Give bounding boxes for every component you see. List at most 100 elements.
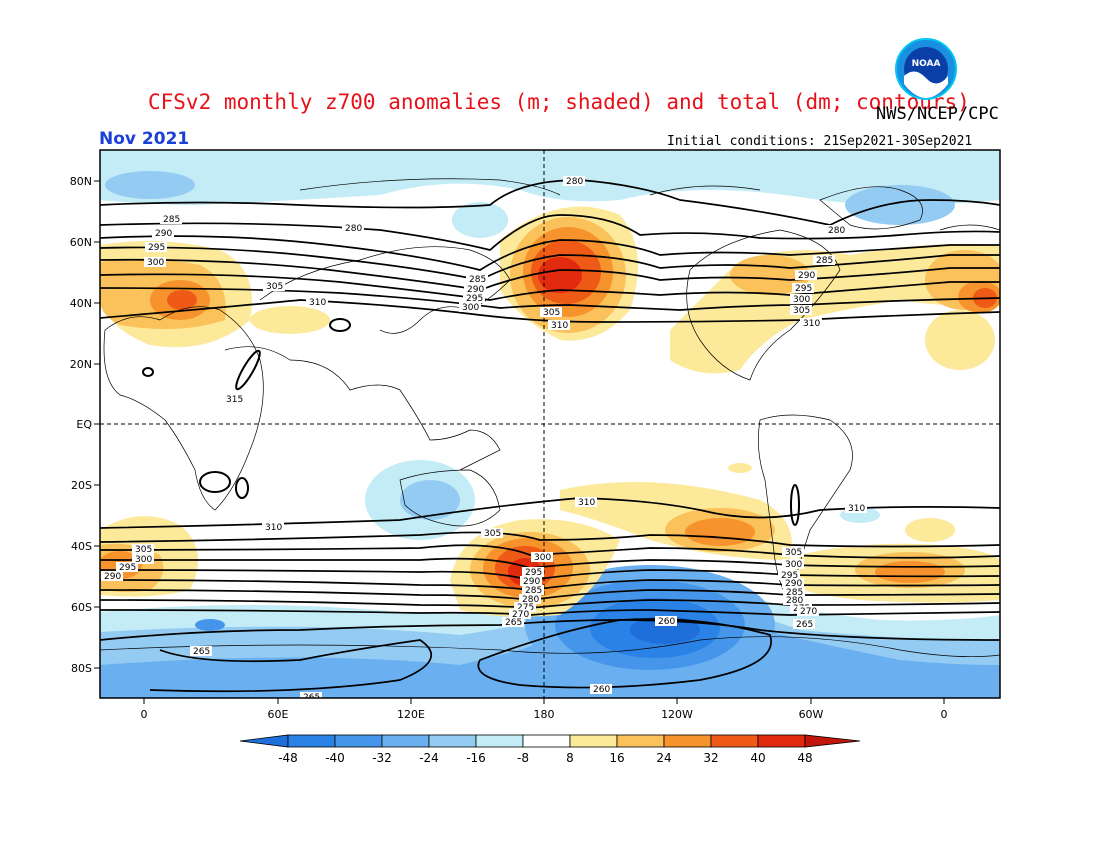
svg-text:310: 310 <box>265 523 282 533</box>
contour-label-260: 260 <box>590 684 612 695</box>
colorbar-tick-label: 48 <box>797 751 812 765</box>
colorbar-tick-label: -8 <box>517 751 529 765</box>
contour-label-285: 285 <box>813 255 835 266</box>
contour-label-270: 270 <box>509 609 531 620</box>
svg-text:265: 265 <box>505 618 522 628</box>
contour-label-305: 305 <box>540 307 562 318</box>
svg-text:310: 310 <box>309 298 326 308</box>
contour-label-285: 285 <box>522 585 544 596</box>
svg-text:310: 310 <box>578 498 595 508</box>
lon-label-60e: 60E <box>268 708 289 721</box>
contour-label-280: 280 <box>519 594 541 605</box>
colorbar-tick-label: -24 <box>419 751 439 765</box>
colorbar-swatch <box>522 734 571 748</box>
svg-text:290: 290 <box>523 577 540 587</box>
lon-label-120w: 120W <box>661 708 693 721</box>
colorbar-swatch <box>428 734 477 748</box>
svg-text:290: 290 <box>155 229 172 239</box>
longitude-ticks <box>143 698 945 704</box>
svg-text:260: 260 <box>658 617 675 627</box>
lakes <box>142 318 800 526</box>
colorbar-tick-label: -16 <box>466 751 486 765</box>
nh-positive-anomaly <box>100 206 1000 374</box>
contour-label-285: 285 <box>466 274 488 285</box>
colorbar-arrow-high <box>804 734 861 748</box>
svg-text:280: 280 <box>566 177 583 187</box>
latitude-labels: 80N 60N 40N 20N EQ 20S 40S 60S 80S <box>70 175 93 675</box>
svg-text:305: 305 <box>793 306 810 316</box>
svg-text:295: 295 <box>119 563 136 573</box>
colorbar-swatch <box>710 734 759 748</box>
colorbar-swatch <box>475 734 524 748</box>
colorbar-swatch <box>757 734 806 748</box>
svg-text:280: 280 <box>345 224 362 234</box>
colorbar-tick-label: -48 <box>278 751 298 765</box>
colorbar-swatch <box>334 734 383 748</box>
svg-text:290: 290 <box>467 285 484 295</box>
lat-label-60n: 60N <box>70 236 92 249</box>
contour-label-295: 295 <box>116 562 138 573</box>
svg-text:265: 265 <box>796 620 813 630</box>
contour-label-300: 300 <box>132 554 154 565</box>
contour-label-310: 310 <box>575 497 597 508</box>
contour-label-310: 310 <box>262 522 284 533</box>
contour-label-280: 280 <box>783 595 805 606</box>
contour-label-280: 280 <box>825 225 847 236</box>
contour-label-310: 310 <box>800 318 822 329</box>
svg-text:280: 280 <box>828 226 845 236</box>
svg-text:290: 290 <box>104 572 121 582</box>
contour-label-305: 305 <box>263 281 285 292</box>
svg-text:295: 295 <box>466 294 483 304</box>
contour-label-290: 290 <box>152 228 174 239</box>
contour-label-265: 265 <box>300 692 322 703</box>
svg-text:290: 290 <box>798 271 815 281</box>
svg-text:270: 270 <box>800 607 817 617</box>
contour-label-300: 300 <box>144 257 166 268</box>
svg-text:305: 305 <box>484 529 501 539</box>
contour-label-285: 285 <box>160 214 182 225</box>
contour-labels: 280 280 280 285 290 295 300 305 310 285 … <box>101 176 867 703</box>
contour-label-265: 265 <box>502 617 524 628</box>
agency-label: NWS/NCEP/CPC <box>876 104 999 124</box>
svg-text:265: 265 <box>303 693 320 703</box>
arctic-negative-anomaly <box>100 150 1000 238</box>
coastlines <box>100 178 1000 658</box>
colorbar-swatch <box>616 734 665 748</box>
contour-label-305: 305 <box>782 547 804 558</box>
contour-label-270: 270 <box>797 606 819 617</box>
lon-label-0-east: 0 <box>941 708 948 721</box>
sh-height-contours <box>100 497 1000 693</box>
svg-text:305: 305 <box>135 545 152 555</box>
lat-label-80n: 80N <box>70 175 92 188</box>
svg-text:305: 305 <box>543 308 560 318</box>
lon-label-0: 0 <box>141 708 148 721</box>
longitude-labels: 0 60E 120E 180 120W 60W 0 <box>141 708 948 721</box>
svg-text:270: 270 <box>512 610 529 620</box>
svg-text:295: 295 <box>795 284 812 294</box>
colorbar-swatch <box>569 734 618 748</box>
valid-month-label: Nov 2021 <box>99 129 190 149</box>
svg-text:285: 285 <box>816 256 833 266</box>
lat-label-20s: 20S <box>71 479 92 492</box>
svg-text:295: 295 <box>781 571 798 581</box>
svg-text:315: 315 <box>226 395 243 405</box>
svg-text:285: 285 <box>786 588 803 598</box>
colorbar-tick-label: -40 <box>325 751 345 765</box>
svg-text:280: 280 <box>786 596 803 606</box>
svg-text:290: 290 <box>785 579 802 589</box>
contour-label-310: 310 <box>845 503 867 514</box>
svg-text:260: 260 <box>593 685 610 695</box>
svg-text:NOAA: NOAA <box>912 59 941 69</box>
contour-label-300: 300 <box>459 302 481 313</box>
contour-label-300: 300 <box>790 294 812 305</box>
lon-label-120e: 120E <box>397 708 425 721</box>
lat-label-eq: EQ <box>76 418 92 431</box>
contour-label-290: 290 <box>520 576 542 587</box>
contour-label-295: 295 <box>145 242 167 253</box>
colorbar-swatch <box>287 734 336 748</box>
lon-label-60w: 60W <box>799 708 824 721</box>
colorbar-tick-label: 8 <box>566 751 574 765</box>
svg-text:295: 295 <box>525 568 542 578</box>
svg-text:275: 275 <box>517 603 534 613</box>
